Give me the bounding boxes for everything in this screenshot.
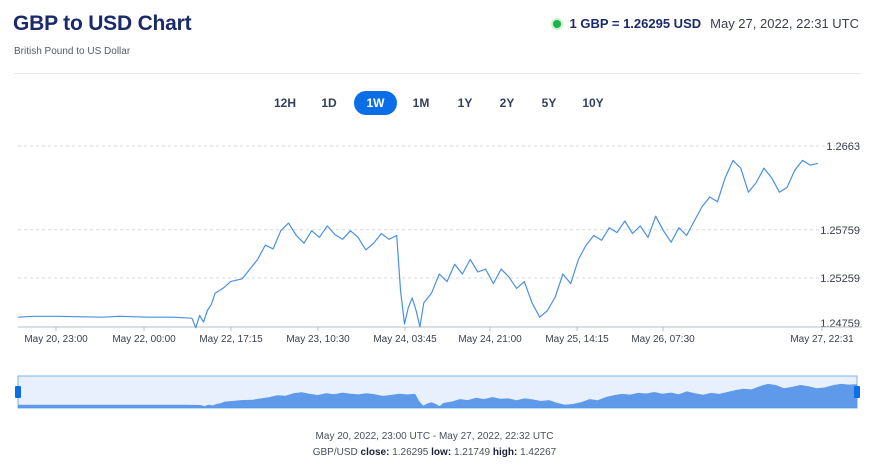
y-tick-label: 1.25759	[820, 225, 860, 237]
x-tick-label: May 20, 23:00	[24, 334, 88, 345]
tab-10y[interactable]: 10Y	[582, 96, 604, 110]
tab-12h[interactable]: 12H	[273, 96, 296, 110]
stats-line: GBP/USD close: 1.26295 low: 1.21749 high…	[0, 447, 869, 458]
x-tick-label: May 22, 17:15	[199, 334, 263, 345]
x-tick-label: May 27, 22:31	[790, 334, 854, 345]
x-tick-label: May 23, 10:30	[286, 334, 350, 345]
y-tick-label: 1.2663	[826, 141, 860, 153]
tab-2y[interactable]: 2Y	[499, 96, 515, 110]
tab-1m[interactable]: 1M	[412, 96, 430, 110]
navigator-right-handle[interactable]	[854, 386, 860, 398]
y-tick-label: 1.25259	[820, 273, 860, 285]
tab-1d[interactable]: 1D	[321, 96, 337, 110]
y-tick-label: 1.24759	[820, 318, 860, 330]
live-rate: 1 GBP = 1.26295 USD May 27, 2022, 22:31 …	[553, 16, 859, 31]
x-tick-label: May 24, 03:45	[373, 334, 437, 345]
header-divider	[14, 73, 861, 74]
low-value: 1.21749	[453, 447, 491, 458]
high-value: 1.42267	[520, 447, 557, 458]
tab-5y[interactable]: 5Y	[541, 96, 557, 110]
rate-timestamp: May 27, 2022, 22:31 UTC	[710, 16, 859, 31]
x-tick-label: May 22, 00:00	[112, 334, 176, 345]
series-line	[17, 159, 819, 329]
close-value: 1.26295	[392, 447, 429, 458]
low-label: low:	[431, 447, 452, 458]
range-tabs: 12H 1D 1W 1M 1Y 2Y 5Y 10Y	[0, 91, 869, 115]
stats-pair: GBP/USD	[312, 447, 358, 458]
x-tick-label: May 24, 21:00	[458, 334, 522, 345]
range-text: May 20, 2022, 23:00 UTC - May 27, 2022, …	[315, 431, 554, 442]
page-subtitle: British Pound to US Dollar	[14, 46, 131, 57]
x-tick-label: May 26, 07:30	[631, 334, 695, 345]
close-label: close:	[360, 447, 390, 458]
tab-1y[interactable]: 1Y	[457, 96, 473, 110]
navigator-left-handle[interactable]	[15, 386, 21, 398]
x-tick-label: May 25, 14:15	[545, 334, 609, 345]
live-status-icon	[553, 19, 562, 28]
rate-label: 1 GBP = 1.26295 USD	[569, 16, 702, 31]
page-title: GBP to USD Chart	[13, 12, 192, 35]
high-label: high:	[492, 447, 518, 458]
tab-1w[interactable]: 1W	[354, 91, 397, 115]
navigator-area	[18, 383, 857, 408]
